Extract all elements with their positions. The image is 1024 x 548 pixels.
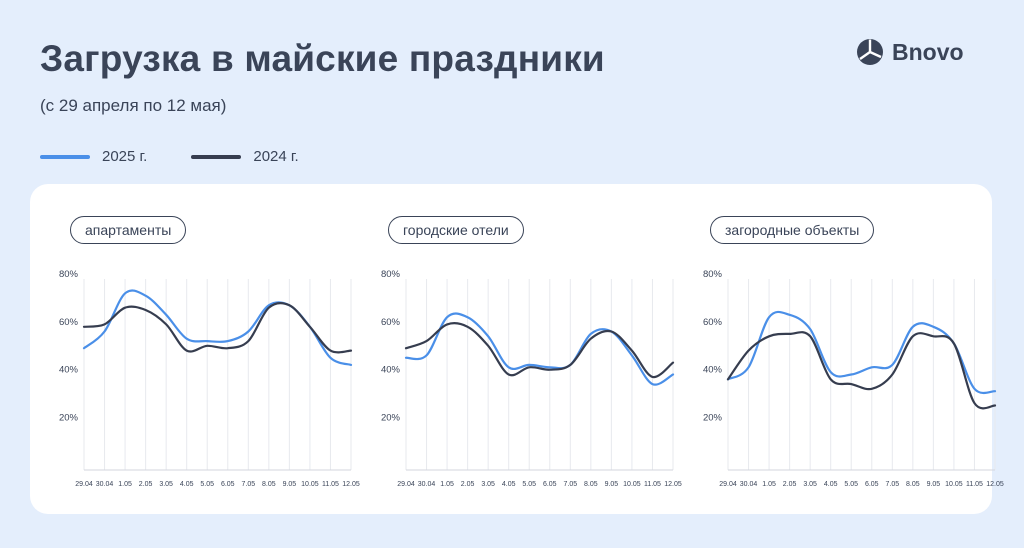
x-tick-label: 10.05 [945, 481, 963, 488]
y-tick-label: 60% [381, 317, 401, 328]
x-tick-label: 1.05 [118, 481, 132, 488]
x-tick-label: 8.05 [584, 481, 598, 488]
chart-apartments: апартаменты 20% 40% 60% 80% 29.04 30.04 1.05 2.… [44, 184, 364, 514]
x-tick-label: 30.04 [740, 481, 758, 488]
x-tick-label: 10.05 [623, 481, 641, 488]
x-tick-label: 3.05 [803, 481, 817, 488]
legend-swatch-2024 [191, 154, 242, 159]
x-tick-label: 12.05 [986, 481, 1004, 488]
x-tick-label: 8.05 [906, 481, 920, 488]
chart-title-pill: апартаменты [70, 216, 187, 244]
y-tick-label: 80% [59, 269, 79, 280]
legend-label-2025: 2025 г. [102, 148, 148, 165]
x-tick-label: 3.05 [481, 481, 495, 488]
x-tick-label: 29.04 [75, 481, 93, 488]
y-tick-label: 40% [59, 365, 79, 376]
x-tick-label: 29.04 [719, 481, 737, 488]
chart-svg: 20% 40% 60% 80% 29.04 30.04 1.05 2.05 3.05 4.05 5.… [381, 269, 682, 488]
x-tick-label: 9.05 [283, 481, 297, 488]
x-tick-label: 7.05 [885, 481, 899, 488]
x-tick-label: 30.04 [418, 481, 436, 488]
legend-label-2024: 2024 г. [253, 148, 299, 165]
chart-title-pill: загородные объекты [710, 216, 875, 244]
series-line [82, 301, 353, 354]
y-tick-label: 40% [703, 365, 723, 376]
x-tick-label: 9.05 [605, 481, 619, 488]
x-tick-label: 8.05 [262, 481, 276, 488]
chart-svg: 20% 40% 60% 80% 29.04 30.04 1.05 2.05 3.05 4.05 5.… [703, 269, 1004, 488]
y-tick-label: 80% [381, 269, 401, 280]
x-tick-label: 2.05 [461, 481, 475, 488]
legend-swatch-2025 [40, 154, 90, 159]
x-tick-label: 6.05 [221, 481, 235, 488]
x-tick-label: 2.05 [139, 481, 153, 488]
x-tick-label: 6.05 [865, 481, 879, 488]
series-line [404, 312, 675, 386]
x-tick-label: 5.05 [522, 481, 536, 488]
x-tick-label: 30.04 [96, 481, 114, 488]
chart-title-pill: городские отели [388, 216, 524, 244]
page-title: Загрузка в майские праздники [40, 38, 605, 79]
x-tick-label: 6.05 [543, 481, 557, 488]
y-tick-label: 20% [703, 412, 723, 423]
y-tick-label: 40% [381, 365, 401, 376]
page-subtitle: (с 29 апреля по 12 мая) [40, 96, 227, 115]
x-tick-label: 11.05 [322, 481, 339, 488]
x-tick-label: 11.05 [966, 481, 983, 488]
y-tick-label: 80% [703, 269, 723, 280]
logo-text: Bnovo [892, 38, 964, 65]
series-line [726, 310, 997, 395]
chart-svg: 20% 40% 60% 80% 29.04 30.04 1.05 2.05 3.05 4.05 5.… [59, 269, 360, 488]
x-tick-label: 3.05 [159, 481, 173, 488]
x-tick-label: 5.05 [844, 481, 858, 488]
chart-country-properties: загородные объекты 20% 40% 60% 80% 29.04 30.0… [688, 184, 1008, 514]
x-tick-label: 7.05 [241, 481, 255, 488]
series-line [726, 331, 997, 410]
x-tick-label: 1.05 [762, 481, 776, 488]
x-tick-label: 4.05 [824, 481, 838, 488]
chart-city-hotels: городские отели 20% 40% 60% 80% 29.04 30.04 1.… [366, 184, 686, 514]
y-tick-label: 60% [703, 317, 723, 328]
x-tick-label: 5.05 [200, 481, 214, 488]
x-tick-label: 9.05 [927, 481, 941, 488]
x-tick-label: 11.05 [644, 481, 661, 488]
bnovo-logo-icon [857, 39, 883, 65]
brand-logo: Bnovo [856, 38, 964, 66]
x-tick-label: 1.05 [440, 481, 454, 488]
x-tick-label: 2.05 [783, 481, 797, 488]
y-tick-label: 20% [59, 412, 79, 423]
y-tick-label: 60% [59, 317, 79, 328]
y-tick-label: 20% [381, 412, 401, 423]
x-tick-label: 10.05 [301, 481, 319, 488]
legend: 2025 г. 2024 г. [40, 148, 343, 165]
x-tick-label: 7.05 [563, 481, 577, 488]
legend-item-2024: 2024 г. [191, 148, 299, 165]
x-tick-label: 29.04 [397, 481, 415, 488]
series-line [404, 322, 675, 379]
x-tick-label: 12.05 [342, 481, 360, 488]
charts-card: апартаменты 20% 40% 60% 80% 29.04 30.04 1.05 2.… [30, 184, 1004, 514]
x-tick-label: 4.05 [180, 481, 194, 488]
x-tick-label: 12.05 [664, 481, 682, 488]
x-tick-label: 4.05 [502, 481, 516, 488]
legend-item-2025: 2025 г. [40, 148, 147, 165]
